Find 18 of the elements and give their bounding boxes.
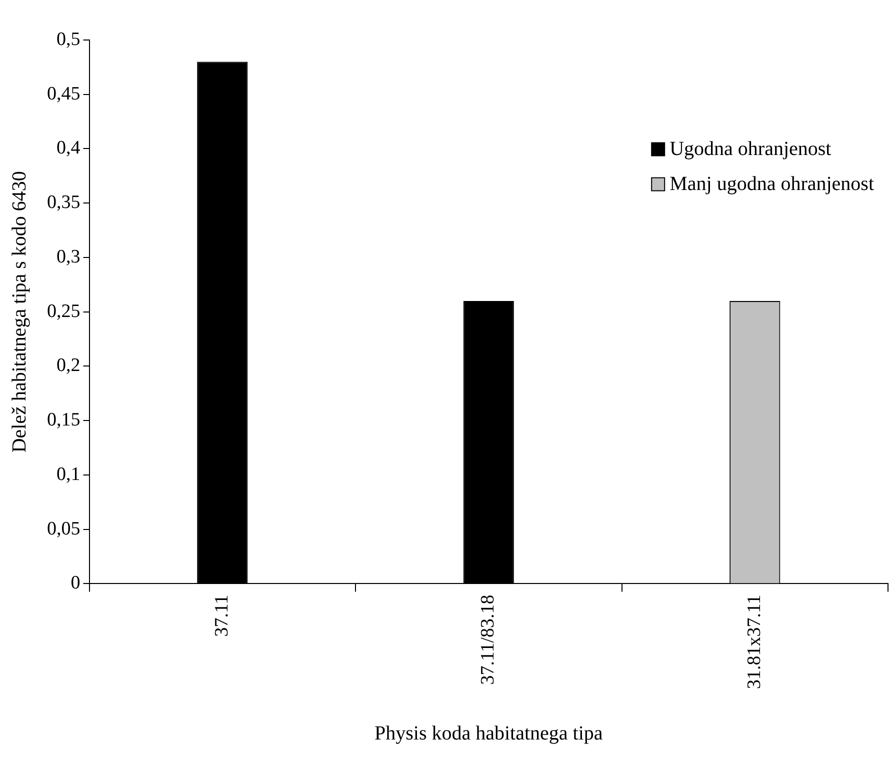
legend-label: Ugodna ohranjenost <box>670 138 832 160</box>
y-tick-label: 0,2 <box>56 355 80 376</box>
y-tick-label: 0,3 <box>56 246 80 268</box>
y-tick-label: 0,1 <box>56 464 80 485</box>
y-tick-label: 0,5 <box>56 28 80 50</box>
x-axis-title: Physis koda habitatnega tipa <box>374 722 603 744</box>
legend-label: Manj ugodna ohranjenost <box>670 172 874 195</box>
x-tick-label: 31.81x37.11 <box>744 594 765 689</box>
y-tick-label: 0,25 <box>47 300 80 322</box>
y-tick-label: 0,15 <box>47 410 80 431</box>
x-tick-label: 37.11 <box>211 594 232 637</box>
y-tick-label: 0,4 <box>56 138 81 159</box>
y-tick-label: 0,05 <box>47 518 80 540</box>
y-tick-label: 0,35 <box>47 192 80 214</box>
y-tick-label: 0 <box>70 572 80 594</box>
y-tick-label: 0,45 <box>47 83 80 104</box>
y-axis-title: Delež habitatnega tipa s kodo 6430 <box>8 171 30 453</box>
x-tick-label: 37.11/83.18 <box>478 594 499 685</box>
